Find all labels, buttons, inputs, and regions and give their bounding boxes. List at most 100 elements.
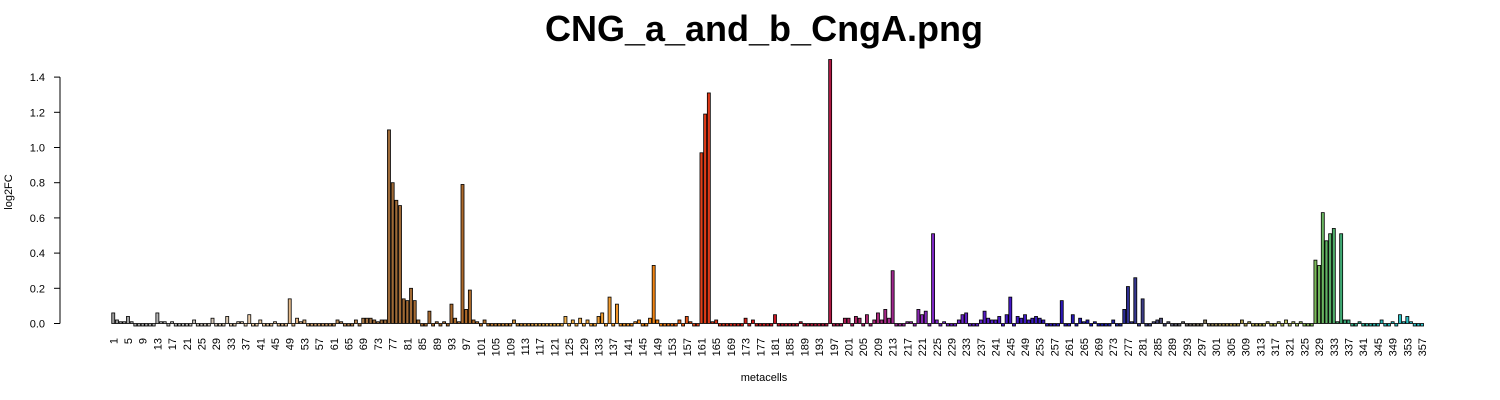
x-tick-label: 213: [888, 338, 900, 356]
bar-218: [909, 321, 913, 324]
bar-260: [1063, 323, 1068, 327]
bar-116: [534, 323, 538, 327]
bar-18: [173, 323, 178, 327]
x-tick-label: 105: [491, 338, 503, 356]
bar-241: [993, 319, 998, 324]
y-tick-label: 0.0: [30, 319, 45, 331]
x-tick-label: 9: [138, 338, 150, 344]
bar-22: [188, 323, 193, 327]
bar-147: [648, 317, 652, 324]
x-tick-label: 221: [917, 338, 929, 356]
bar-225: [934, 319, 939, 324]
bar-310: [1247, 321, 1252, 324]
x-tick-label: 321: [1285, 338, 1297, 356]
bar-160: [695, 323, 700, 327]
bar-145: [640, 323, 645, 327]
bar-143: [633, 321, 638, 324]
bar-340: [1357, 321, 1362, 324]
bar-65: [346, 323, 351, 327]
bar-329: [1317, 265, 1322, 324]
bar-213: [890, 270, 895, 324]
bar-229: [949, 323, 954, 327]
bar-61: [331, 323, 336, 327]
bar-210: [879, 319, 884, 324]
bar-305: [1228, 323, 1233, 327]
bar-167: [721, 323, 726, 327]
bar-109: [508, 323, 513, 327]
bar-254: [1041, 319, 1046, 324]
x-tick-label: 309: [1241, 338, 1253, 356]
bar-154: [673, 323, 678, 327]
bar-350: [1394, 323, 1399, 327]
bar-185: [787, 323, 792, 327]
x-tick-label: 353: [1402, 338, 1414, 356]
bar-138: [615, 303, 619, 324]
bar-202: [850, 323, 855, 327]
bar-201: [846, 317, 851, 324]
bar-162: [703, 113, 708, 324]
bar-178: [762, 323, 766, 327]
x-tick-label: 101: [476, 338, 488, 356]
bar-38: [247, 314, 252, 324]
bar-299: [1206, 323, 1211, 327]
bar-52: [298, 321, 303, 324]
bar-318: [1276, 321, 1281, 324]
bar-55: [309, 323, 314, 327]
bar-74: [379, 319, 384, 324]
bar-117: [537, 323, 542, 327]
bar-189: [802, 323, 807, 327]
bar-91: [442, 321, 447, 324]
x-tick-label: 169: [726, 338, 738, 356]
bar-235: [971, 323, 976, 327]
bar-2: [115, 319, 119, 324]
bar-259: [1059, 300, 1064, 324]
bar-112: [519, 323, 524, 327]
bar-101: [478, 323, 483, 327]
bar-192: [813, 323, 818, 327]
bar-53: [302, 319, 307, 324]
bar-227: [942, 321, 947, 324]
bar-82: [409, 287, 413, 324]
bar-336: [1342, 319, 1347, 324]
bar-251: [1030, 317, 1035, 324]
x-tick-label: 297: [1196, 338, 1208, 356]
bar-298: [1203, 319, 1208, 324]
bar-302: [1217, 323, 1222, 327]
bar-46: [276, 323, 281, 327]
x-tick-label: 281: [1138, 338, 1150, 356]
bar-346: [1379, 319, 1384, 324]
x-tick-label: 137: [608, 338, 620, 356]
bar-184: [784, 323, 788, 327]
bar-222: [923, 310, 928, 324]
x-tick-label: 257: [1049, 338, 1061, 356]
bar-133: [596, 316, 601, 324]
x-tick-label: 305: [1226, 338, 1238, 356]
bar-245: [1008, 296, 1013, 324]
bar-33: [228, 323, 233, 327]
bar-224: [931, 233, 935, 324]
bar-321: [1287, 323, 1292, 327]
x-tick-label: 349: [1388, 338, 1400, 356]
x-axis-label: metacells: [741, 372, 788, 384]
x-tick-label: 337: [1344, 338, 1356, 356]
x-tick-label: 41: [255, 338, 267, 350]
bar-195: [824, 323, 829, 327]
bar-39: [251, 323, 255, 327]
bar-148: [651, 265, 656, 324]
bar-25: [199, 323, 204, 327]
bar-332: [1328, 233, 1333, 324]
bar-28: [210, 317, 215, 324]
bar-130: [585, 319, 590, 324]
x-tick-label: 157: [682, 338, 694, 356]
x-tick-label: 61: [329, 338, 341, 350]
x-tick-label: 301: [1211, 338, 1223, 356]
bar-59: [324, 323, 329, 327]
x-tick-label: 245: [1005, 338, 1017, 356]
bar-248: [1019, 317, 1024, 324]
bar-69: [361, 317, 366, 324]
x-tick-label: 125: [564, 338, 576, 356]
x-tick-label: 237: [976, 338, 988, 356]
bar-344: [1372, 323, 1377, 327]
x-tick-label: 33: [226, 338, 238, 350]
